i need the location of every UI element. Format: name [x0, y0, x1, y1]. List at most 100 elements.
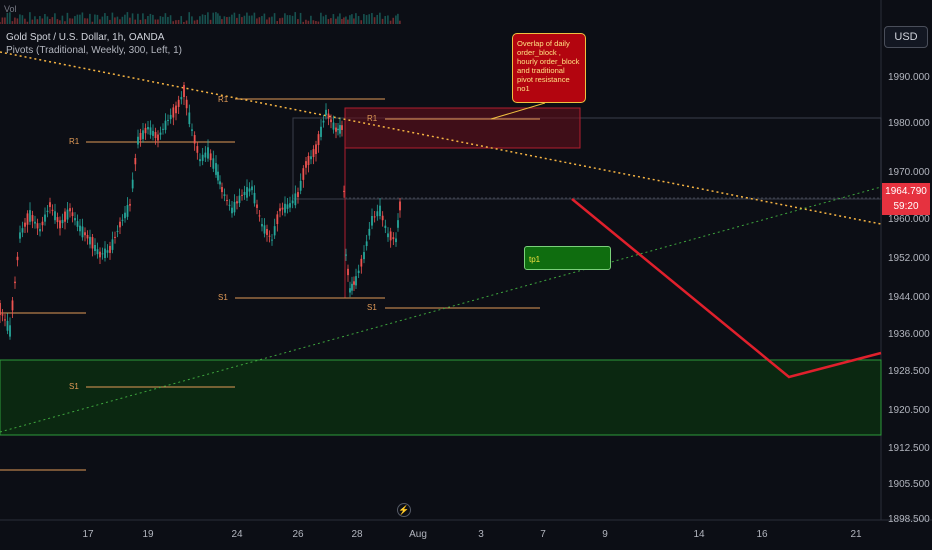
hourly-order-block[interactable] [292, 117, 882, 200]
date-axis-tick: 14 [693, 529, 705, 540]
candle-body [56, 217, 59, 223]
volume-bar [142, 13, 144, 24]
confluence-callout[interactable]: Overlap of daily order_block , hourly or… [512, 33, 586, 103]
volume-bar [284, 13, 286, 24]
indicator-title[interactable]: Pivots (Traditional, Weekly, 300, Left, … [6, 45, 183, 56]
volume-bar [191, 16, 193, 24]
volume-bar [397, 13, 399, 24]
candle-body [263, 225, 266, 234]
candle-body [256, 204, 258, 208]
volume-bar [193, 20, 196, 24]
candle-body [389, 231, 392, 241]
pivot-label-r1-c: R1 [367, 114, 378, 123]
volume-bar [152, 14, 154, 24]
volume-bar [266, 19, 268, 24]
candle-body [36, 223, 39, 229]
volume-bar [154, 19, 157, 24]
candle-body [201, 154, 204, 161]
volume-bar [21, 15, 24, 24]
volume-bar [11, 21, 14, 24]
candle-body [387, 233, 389, 238]
candle-body [0, 303, 1, 315]
price-axis-tick: 1980.000 [888, 118, 930, 129]
candle-body [59, 220, 61, 229]
volume-bar [238, 13, 241, 24]
candle-body [315, 144, 317, 155]
volume-bar [131, 13, 134, 24]
volume-bar [212, 12, 215, 24]
date-axis-tick: 17 [82, 529, 94, 540]
candle-body [129, 204, 131, 206]
volume-bar [69, 18, 71, 24]
candle-body [221, 187, 223, 193]
candle-body [360, 258, 363, 267]
candle-body [137, 136, 139, 145]
volume-bar [221, 19, 223, 24]
volume-bar [106, 15, 109, 24]
date-axis-tick: 9 [602, 529, 608, 540]
volume-bar [327, 19, 330, 24]
volume-bar [360, 20, 363, 24]
candle-body [1, 314, 4, 316]
candle-body [191, 129, 193, 131]
date-axis-tick: 16 [756, 529, 768, 540]
candle-body [243, 191, 246, 196]
volume-bar [310, 15, 312, 24]
price-axis-tick: 1990.000 [888, 72, 930, 83]
lightning-icon[interactable]: ⚡ [397, 503, 411, 517]
demand-zone[interactable] [0, 359, 882, 436]
candle-body [159, 132, 162, 135]
candle-body [335, 127, 337, 132]
candle-body [341, 125, 343, 130]
candle-body [395, 238, 397, 243]
candle-body [188, 112, 191, 125]
candle-body [164, 120, 167, 130]
volume-bar [164, 13, 167, 24]
volume-bar [387, 15, 389, 24]
volume-bar [183, 21, 185, 24]
projection-path[interactable] [571, 198, 882, 379]
candle-body [6, 320, 9, 331]
daily-order-block[interactable] [344, 107, 581, 149]
volume-bar [261, 15, 263, 24]
candle-body [246, 187, 248, 198]
volume-bar [14, 17, 16, 24]
volume-bar [347, 19, 349, 24]
current-price-value: 1964.790 [885, 186, 927, 197]
currency-button[interactable]: USD [884, 26, 928, 48]
date-axis-tick: 24 [231, 529, 243, 540]
candle-body [320, 126, 322, 137]
volume-bar [286, 15, 289, 24]
candle-body [353, 281, 355, 285]
price-axis-tick: 1905.500 [888, 479, 930, 490]
volume-bar [248, 15, 251, 24]
take-profit-label[interactable]: tp1 [524, 246, 611, 270]
candle-body [289, 203, 291, 208]
volume-bars [0, 12, 401, 24]
volume-bar [246, 12, 248, 24]
volume-bar [44, 14, 46, 24]
volume-bar [345, 16, 347, 24]
volume-bar [207, 12, 209, 24]
candle-body [44, 214, 46, 222]
price-axis-tick: 1952.000 [888, 253, 930, 264]
volume-bar [335, 18, 337, 24]
volume-bar [79, 14, 81, 24]
volume-bar [144, 19, 147, 24]
symbol-title[interactable]: Gold Spot / U.S. Dollar, 1h, OANDA [6, 32, 165, 43]
volume-bar [81, 12, 84, 24]
volume-bar [389, 20, 392, 24]
volume-bar [129, 17, 131, 24]
volume-bar [297, 19, 299, 24]
candle-body [279, 208, 281, 212]
candle-body [71, 212, 74, 217]
candle-body [149, 127, 152, 135]
candle-body [363, 252, 365, 260]
date-axis-tick: 28 [351, 529, 363, 540]
volume-bar [101, 16, 104, 24]
candle-body [291, 200, 294, 204]
volume-bar [371, 13, 373, 24]
volume-bar [343, 17, 345, 24]
volume-bar [149, 13, 152, 24]
